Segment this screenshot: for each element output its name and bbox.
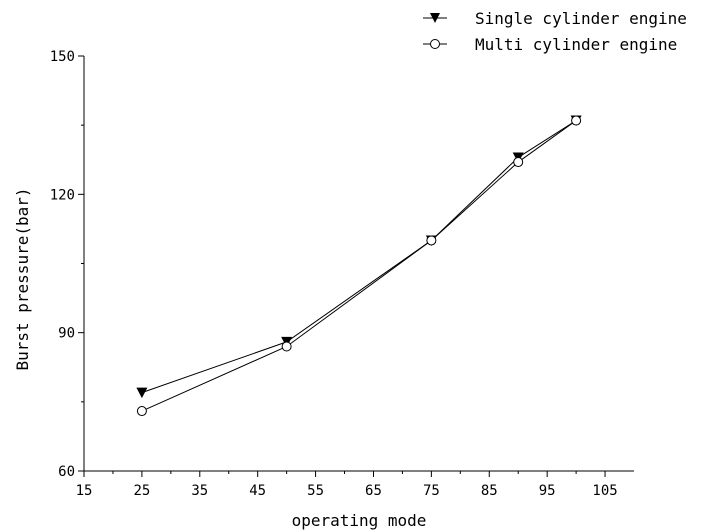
data-point-circle (281, 341, 292, 352)
legend-item-multi: Multi cylinder engine (423, 35, 677, 54)
x-tick-label: 25 (133, 483, 150, 499)
data-point-circle (136, 406, 147, 417)
y-tick-label: 150 (50, 49, 75, 65)
x-tick-label: 55 (307, 483, 324, 499)
legend-label-single: Single cylinder engine (475, 9, 687, 28)
x-axis-label: operating mode (292, 511, 427, 530)
x-tick-label: 35 (191, 483, 208, 499)
axes (83, 56, 634, 472)
legend-marker-multi (430, 39, 440, 49)
x-tick-label: 75 (423, 483, 440, 499)
series-line (141, 120, 577, 394)
legend: Single cylinder engine Multi cylinder en… (423, 9, 687, 54)
data-point-triangle (136, 387, 148, 399)
y-tick-label: 90 (58, 326, 75, 342)
x-tick-label: 15 (76, 483, 93, 499)
data-point-circle (513, 157, 524, 168)
ticks: 15 25 35 45 55 65 75 85 95 105 60 90 120 150 (50, 49, 618, 499)
x-tick-label: 65 (365, 483, 382, 499)
legend-label-multi: Multi cylinder engine (475, 35, 677, 54)
data-point-circle (426, 235, 437, 246)
x-tick-label: 95 (539, 483, 556, 499)
legend-marker-single (430, 13, 440, 23)
y-tick-label: 60 (58, 464, 75, 480)
x-tick-label: 45 (249, 483, 266, 499)
y-tick-label: 120 (50, 187, 75, 203)
legend-item-single: Single cylinder engine (423, 9, 687, 28)
data-point-circle (571, 115, 582, 126)
y-axis-label: Burst pressure(bar) (13, 187, 32, 370)
series-single-cylinder (136, 115, 582, 399)
series-layer (136, 115, 582, 417)
x-tick-label: 105 (592, 483, 617, 499)
x-tick-label: 85 (481, 483, 498, 499)
series-multi-cylinder (136, 115, 582, 417)
